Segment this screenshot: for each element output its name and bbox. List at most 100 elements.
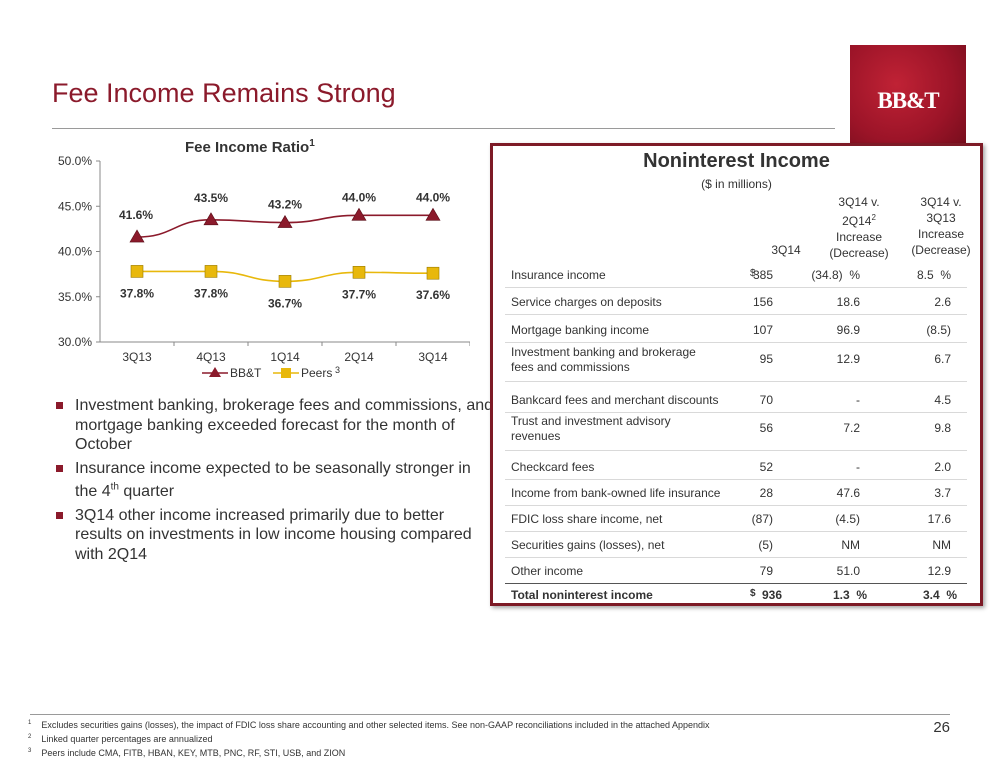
bullet-item: Investment banking, brokerage fees and c…: [54, 396, 494, 455]
value-3q14: 95: [759, 352, 773, 366]
value-3q14: (5): [758, 538, 773, 552]
value-vs-3q13: (8.5): [926, 323, 951, 337]
row-label: Trust and investment advisory revenues: [511, 414, 671, 443]
row-divider: [505, 342, 967, 343]
bbt-point-marker: [351, 207, 367, 221]
value-3q14: 156: [752, 295, 773, 309]
col-header-line: (Decrease): [911, 243, 971, 257]
table-row: FDIC loss share income, net (87) (4.5) 17.6: [505, 512, 967, 542]
footer-divider: [30, 714, 950, 715]
value-3q14: 79: [759, 564, 773, 578]
value-vs-2q14: 51.0: [836, 564, 860, 578]
value-3q14: 107: [752, 323, 773, 337]
value-vs-3q13: 3.4 %: [922, 588, 957, 602]
data-label: 41.6%: [119, 208, 153, 222]
value-vs-3q13: 9.8: [934, 421, 951, 435]
col-header-line: Increase: [835, 230, 883, 244]
fee-income-ratio-chart: 30.0% 35.0% 40.0% 45.0% 50.0% 3Q13 4Q13 1Q14 2Q1…: [58, 154, 470, 380]
value-3q14: 56: [759, 421, 773, 435]
value-vs-2q14: 96.9: [836, 323, 860, 337]
bbt-logo: BB&T: [850, 45, 966, 157]
data-label: 43.5%: [194, 191, 228, 205]
data-label: 44.0%: [416, 190, 450, 204]
value-vs-3q13: 2.6: [934, 295, 951, 309]
bbt-point-marker: [129, 229, 145, 243]
table-row: Mortgage banking income 107 96.9 (8.5): [505, 323, 967, 353]
y-tick-label: 40.0%: [58, 245, 92, 259]
row-divider: [505, 287, 967, 288]
bullet-square-icon: [56, 511, 63, 519]
footnote-number: 1: [28, 720, 32, 726]
value-vs-3q13: 8.5 %: [916, 268, 951, 282]
value-3q14: 52: [759, 460, 773, 474]
col-header-text: 2Q14: [842, 214, 872, 228]
footnote: 2 Linked quarter percentages are annualiz…: [28, 731, 710, 745]
row-divider: [505, 505, 967, 506]
data-label: 44.0%: [342, 190, 376, 204]
row-label: Investment banking and brokerage fees an…: [511, 345, 696, 374]
bullet-square-icon: [56, 464, 63, 472]
data-label: 37.7%: [342, 287, 376, 301]
value-vs-3q13: 3.7: [934, 486, 951, 500]
row-divider: [505, 381, 967, 382]
peers-point-marker: [278, 275, 292, 288]
row-label: Other income: [511, 564, 584, 578]
footnote-number: 2: [28, 734, 32, 740]
data-label: 37.6%: [416, 288, 450, 302]
value-vs-2q14: 7.2: [843, 421, 860, 435]
y-tick-label: 30.0%: [58, 335, 92, 349]
data-label: 37.8%: [194, 286, 228, 300]
col-header-line: 2Q142: [823, 210, 895, 229]
y-tick-label: 50.0%: [58, 154, 92, 168]
legend-peers-label: Peers: [301, 366, 332, 380]
footnote: 3 Peers include CMA, FITB, HBAN, KEY, MTB…: [28, 745, 710, 759]
value-vs-2q14: 47.6: [836, 486, 860, 500]
page-number: 26: [933, 719, 950, 736]
bullet-item: Insurance income expected to be seasonal…: [54, 459, 494, 502]
legend-peers-footnote: 3: [335, 365, 340, 375]
value-vs-2q14: 12.9: [836, 352, 860, 366]
bullet-square-icon: [56, 402, 63, 409]
bbt-point-marker: [277, 214, 293, 228]
bbt-point-marker: [203, 212, 219, 226]
bullet-item: 3Q14 other income increased primarily du…: [54, 506, 494, 565]
table-title: Noninterest Income: [643, 150, 830, 172]
bullet-superscript: th: [110, 482, 119, 493]
col-header-line: 3Q13: [926, 211, 956, 225]
footnote-number: 3: [28, 748, 32, 754]
bullet-text: 3Q14 other income increased primarily du…: [75, 506, 472, 563]
dollar-sign: $: [750, 268, 756, 279]
col-header-line: 3Q14 v.: [838, 195, 880, 209]
data-label: 36.7%: [268, 296, 302, 310]
footnote-text: Peers include CMA, FITB, HBAN, KEY, MTB,…: [41, 748, 346, 758]
footnote-text: Linked quarter percentages are annualize…: [41, 734, 213, 744]
row-divider: [505, 314, 967, 315]
footnotes: 1 Excludes securities gains (losses), the…: [28, 717, 710, 759]
row-label: Total noninterest income: [511, 588, 653, 602]
value-3q14: 936: [761, 588, 782, 602]
table-row: Other income 79 51.0 12.9: [505, 564, 967, 594]
value-vs-2q14: (4.5): [835, 512, 860, 526]
value-vs-2q14: (34.8) %: [811, 268, 860, 282]
logo-text: BB&T: [877, 88, 939, 113]
chart-title-footnote: 1: [309, 138, 315, 149]
value-3q14: 28: [759, 486, 773, 500]
value-vs-2q14: 18.6: [836, 295, 860, 309]
col-header-vs-3q13: 3Q14 v. 3Q13 Increase (Decrease): [905, 194, 977, 258]
bbt-point-marker: [425, 207, 441, 221]
row-label: Mortgage banking income: [511, 323, 650, 337]
row-label: Income from bank-owned life insurance: [511, 486, 721, 500]
table-row: Trust and investment advisory revenues 56…: [505, 414, 967, 444]
value-vs-2q14: 1.3 %: [832, 588, 867, 602]
bullet-text: Investment banking, brokerage fees and c…: [75, 397, 494, 453]
value-3q14: 385: [752, 268, 773, 282]
table-row: Bankcard fees and merchant discounts 70 - 4…: [505, 393, 967, 423]
bullet-text-part: Insurance income expected to be seasonal…: [75, 459, 471, 501]
value-vs-3q13: 17.6: [927, 512, 951, 526]
value-vs-3q13: 4.5: [934, 393, 951, 407]
dollar-sign: $: [750, 588, 756, 599]
row-label: Service charges on deposits: [511, 295, 662, 309]
value-vs-3q13: 2.0: [934, 460, 951, 474]
chart-title-text: Fee Income Ratio: [185, 139, 310, 156]
col-header-line: Increase: [917, 227, 965, 241]
